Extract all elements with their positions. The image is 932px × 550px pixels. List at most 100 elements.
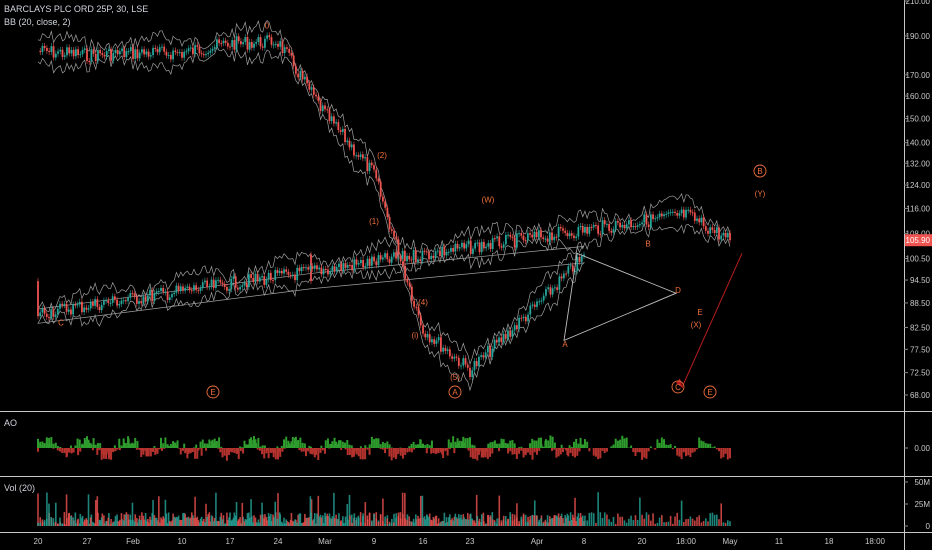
volume-bar: [410, 521, 413, 526]
candle-body: [218, 39, 220, 44]
volume-bar: [577, 513, 580, 526]
volume-bar: [691, 518, 694, 526]
ao-pane-label[interactable]: AO: [4, 418, 18, 428]
volume-bar: [357, 517, 360, 526]
volume-bar: [694, 520, 696, 526]
volume-bar: [612, 517, 615, 526]
volume-bar: [228, 517, 230, 526]
candle-body: [76, 304, 79, 306]
ao-bar: [498, 448, 501, 452]
candle-body: [443, 246, 446, 256]
volume-bar: [559, 515, 562, 526]
symbol-title[interactable]: BARCLAYS PLC ORD 25P, 30, LSE: [4, 4, 149, 14]
candle-body: [232, 276, 235, 279]
volume-bar: [183, 512, 185, 526]
volume-bar: [178, 519, 181, 526]
ao-bar: [373, 439, 376, 448]
ao-bar: [258, 448, 261, 451]
candle-body: [269, 272, 272, 281]
ao-bar: [529, 443, 532, 448]
ao-bar: [310, 446, 312, 448]
volume-bar: [351, 523, 353, 526]
ao-bar: [311, 448, 314, 455]
volume-bar: [96, 496, 99, 526]
candle-body: [50, 46, 53, 52]
ao-bar: [179, 448, 182, 455]
candle-body: [305, 267, 307, 269]
candle-body: [234, 276, 237, 288]
volume-bar: [259, 514, 262, 526]
ao-bar: [212, 442, 215, 448]
candle-body: [353, 259, 356, 271]
ao-bar: [340, 448, 343, 450]
volume-bar: [50, 516, 52, 526]
candle-body: [540, 230, 542, 238]
volume-bar: [466, 512, 469, 526]
volume-bar: [707, 521, 709, 526]
ao-bar: [344, 442, 347, 448]
candle-body: [704, 226, 707, 231]
ao-bar: [344, 448, 347, 450]
volume-bar: [259, 522, 261, 526]
ao-bar: [649, 446, 652, 448]
volume-bar: [700, 522, 703, 526]
volume-bar: [114, 521, 116, 526]
ao-bar: [274, 448, 277, 453]
volume-bar: [645, 512, 648, 526]
volume-bar: [346, 519, 349, 526]
ao-bar: [317, 448, 320, 460]
ao-bar: [381, 441, 384, 448]
ao-bar: [257, 437, 260, 448]
volume-bar: [713, 514, 716, 526]
candle-body: [469, 240, 472, 254]
candle-body: [87, 308, 90, 310]
ao-bar: [597, 448, 600, 460]
candle-body: [288, 48, 291, 53]
ao-bar: [399, 448, 402, 456]
candle-body: [538, 301, 541, 303]
candle-body: [557, 227, 560, 238]
candle-body: [261, 276, 263, 278]
candle-body: [145, 51, 148, 55]
ao-bar: [169, 443, 172, 448]
volume-bar: [305, 518, 307, 526]
candle-body: [377, 255, 380, 266]
volume-bar: [390, 522, 393, 526]
volume-bar: [199, 518, 202, 526]
ao-bar: [211, 439, 214, 448]
ao-bar: [496, 443, 499, 448]
candle-body: [726, 232, 729, 238]
wave-label: (1): [369, 217, 379, 226]
candle-body: [485, 246, 488, 249]
volume-bar: [207, 514, 209, 526]
ao-bar: [527, 448, 530, 453]
candle-body: [658, 213, 661, 218]
ao-bar: [643, 448, 646, 458]
candle-body: [424, 333, 427, 338]
ao-bar: [720, 448, 723, 459]
volume-bar: [134, 514, 137, 526]
volume-bar: [566, 513, 569, 526]
candle-body: [493, 238, 496, 240]
volume-bar: [623, 520, 626, 526]
ao-bar: [426, 444, 429, 448]
candle-body: [246, 37, 249, 50]
candle-body: [335, 122, 338, 124]
indicator-legend[interactable]: BB (20, close, 2): [4, 17, 71, 27]
volume-bar: [672, 523, 674, 526]
volume-bar: [131, 502, 134, 526]
candle-body: [239, 287, 241, 290]
candle-body: [366, 157, 369, 172]
candle-body: [177, 285, 180, 292]
ao-bar: [184, 448, 187, 454]
wave-label: A: [452, 388, 458, 397]
volume-bar: [175, 516, 178, 526]
ao-bar: [247, 444, 250, 448]
candle-body: [375, 169, 378, 179]
wave-label: (4): [418, 298, 428, 307]
ao-bar: [536, 448, 538, 455]
volume-pane-label[interactable]: Vol (20): [4, 483, 36, 493]
ao-bar: [392, 448, 395, 458]
